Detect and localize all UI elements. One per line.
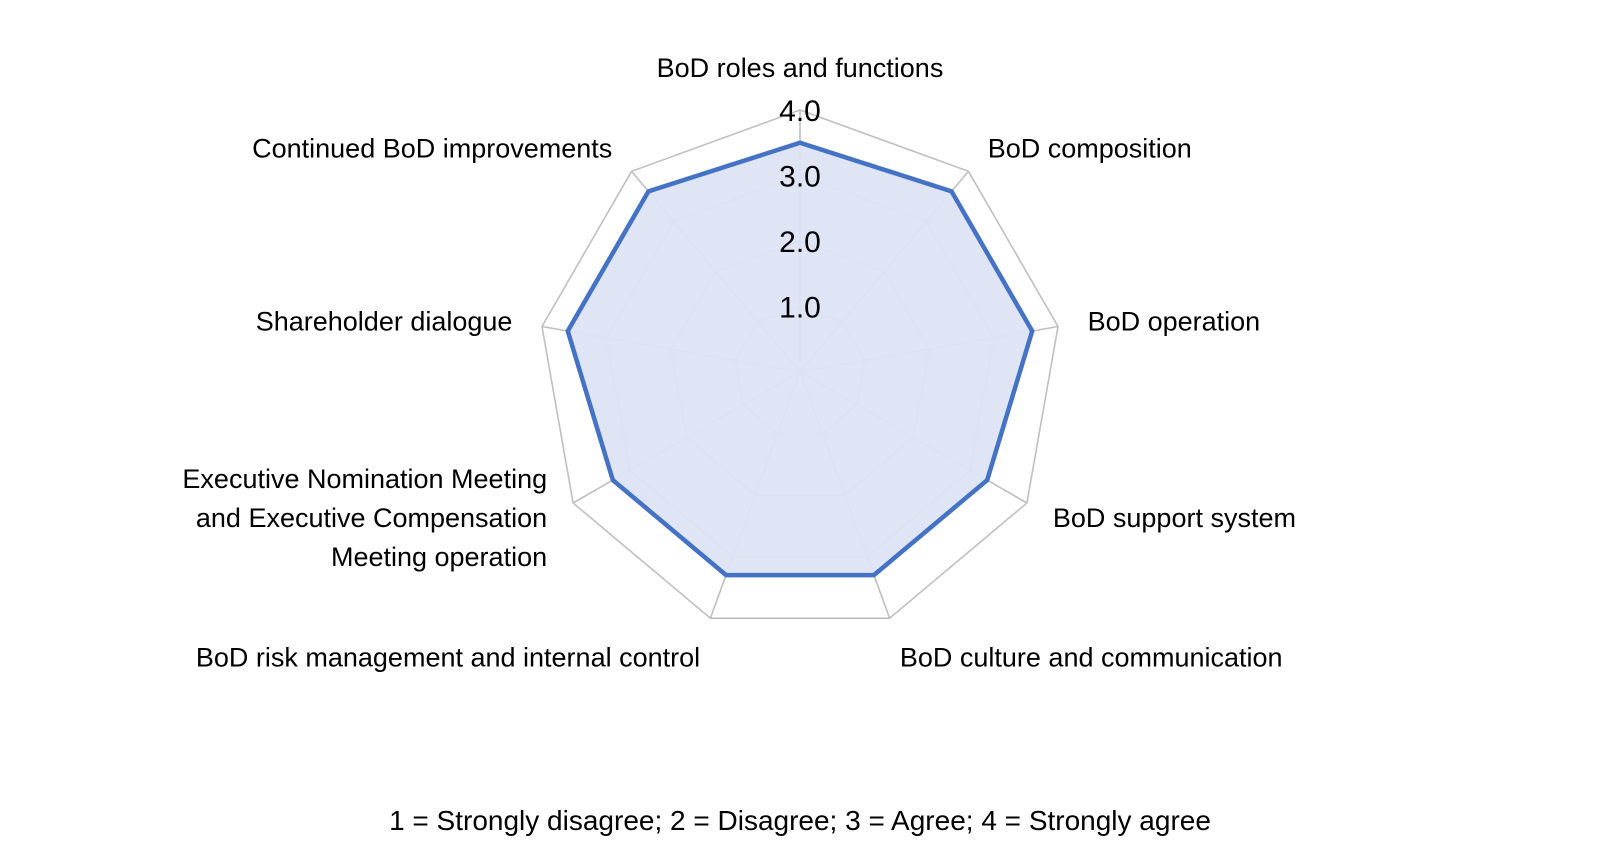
radar-tick-labels: 1.0 2.0 3.0 4.0 <box>779 95 821 325</box>
axis-label-line: BoD culture and communication <box>900 642 1283 672</box>
grid-ring-4 <box>541 109 1059 619</box>
scale-note: 1 = Strongly disagree; 2 = Disagree; 3 =… <box>389 805 1211 836</box>
radar-axis-labels: BoD roles and functions BoD composition Bo… <box>182 53 1296 672</box>
axis-label-1: BoD composition <box>988 133 1192 163</box>
axis-label-5: BoD risk management and internal control <box>196 642 700 672</box>
axis-label-line: and Executive Compensation <box>196 503 547 533</box>
axis-label-line: BoD risk management and internal control <box>196 642 700 672</box>
tick-label-3: 3.0 <box>779 161 821 194</box>
axis-label-3: BoD support system <box>1053 503 1296 533</box>
axis-label-0: BoD roles and functions <box>657 53 944 83</box>
axis-label-line: Continued BoD improvements <box>252 133 612 163</box>
axis-label-line: BoD operation <box>1088 306 1261 336</box>
tick-label-2: 2.0 <box>779 226 821 259</box>
axis-label-6: Executive Nomination Meeting and Executiv… <box>182 464 547 572</box>
axis-label-line: Shareholder dialogue <box>256 306 513 336</box>
radar-series <box>565 140 1035 578</box>
axis-label-8: Continued BoD improvements <box>252 133 612 163</box>
axis-label-line: BoD composition <box>988 133 1192 163</box>
axis-label-4: BoD culture and communication <box>900 642 1283 672</box>
axis-label-line: Executive Nomination Meeting <box>182 464 547 494</box>
tick-label-4: 4.0 <box>779 95 821 128</box>
axis-label-7: Shareholder dialogue <box>256 306 513 336</box>
series-area-0 <box>565 140 1035 578</box>
axis-label-line: BoD support system <box>1053 503 1296 533</box>
axis-label-line: Meeting operation <box>331 542 547 572</box>
tick-label-1: 1.0 <box>779 292 821 325</box>
axis-label-2: BoD operation <box>1088 306 1261 336</box>
axis-label-line: BoD roles and functions <box>657 53 944 83</box>
